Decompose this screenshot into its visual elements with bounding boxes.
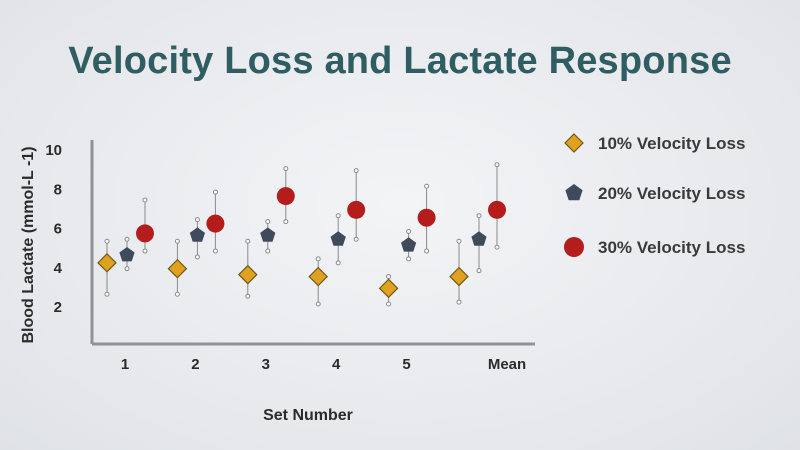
error-cap-high [283, 166, 289, 172]
x-tick-label: 5 [402, 356, 410, 373]
data-point-diamond [97, 252, 117, 273]
legend-label: 10% Velocity Loss [598, 134, 745, 153]
x-tick-label: 2 [191, 356, 199, 373]
legend-marker-diamond [564, 133, 584, 153]
error-cap-high [194, 217, 200, 223]
legend: 10% Velocity Loss 20% Velocity Loss 30% Ve… [564, 133, 745, 257]
error-cap-high [315, 256, 321, 262]
error-cap-high [406, 228, 412, 234]
data-point-pentagon [119, 247, 135, 262]
y-tick-label: 8 [54, 181, 62, 198]
data-point-circle [347, 200, 366, 219]
error-cap-low [124, 266, 130, 272]
data-point-circle [417, 208, 436, 227]
error-cap-high [476, 213, 482, 219]
error-cap-low [406, 256, 412, 262]
y-tick-label: 4 [54, 260, 63, 277]
error-cap-low [265, 248, 271, 254]
x-tick-labels: 1 2 3 4 5 Mean [121, 356, 526, 373]
data-point-circle [206, 214, 225, 233]
data-point-pentagon [401, 237, 417, 252]
error-cap-high [494, 162, 500, 168]
error-cap-high [174, 238, 180, 244]
y-tick-label: 2 [54, 299, 62, 316]
error-cap-low [335, 260, 341, 266]
y-tick-label: 6 [54, 221, 62, 238]
error-cap-low [494, 244, 500, 250]
data-point-diamond [308, 266, 329, 287]
error-cap-high [212, 189, 218, 195]
error-cap-high [424, 183, 430, 189]
legend-marker-pentagon [565, 184, 583, 201]
legend-item: 20% Velocity Loss [565, 184, 745, 203]
chart-axes [90, 140, 535, 346]
error-cap-high [456, 238, 462, 244]
error-cap-high [335, 213, 341, 219]
error-cap-low [315, 301, 321, 307]
error-cap-high [142, 197, 148, 203]
legend-marker-circle [564, 237, 584, 257]
error-cap-low [424, 248, 430, 254]
data-markers [97, 187, 506, 299]
error-cap-low [476, 268, 482, 274]
data-point-pentagon [471, 231, 487, 246]
error-cap-low [353, 236, 359, 242]
data-point-diamond [237, 264, 258, 285]
data-point-diamond [167, 258, 188, 279]
data-point-circle [136, 224, 154, 243]
error-cap-high [124, 236, 130, 242]
data-point-diamond [378, 278, 399, 299]
x-tick-label: 4 [332, 356, 341, 373]
data-point-circle [276, 187, 295, 206]
error-cap-low [104, 291, 110, 297]
x-tick-label: Mean [488, 356, 526, 373]
error-cap-low [212, 248, 218, 254]
legend-label: 20% Velocity Loss [598, 184, 745, 203]
x-tick-label: 3 [262, 356, 270, 373]
data-point-diamond [449, 266, 469, 287]
error-cap-low [456, 299, 462, 305]
error-cap-low [386, 301, 392, 307]
error-cap-low [283, 219, 289, 225]
y-tick-label: 10 [45, 142, 62, 159]
x-tick-label: 1 [121, 356, 129, 373]
error-cap-low [245, 293, 251, 299]
slide-title: Velocity Loss and Lactate Response [68, 40, 732, 82]
data-point-pentagon [189, 227, 205, 242]
data-point-circle [488, 200, 506, 219]
y-axis-title: Blood Lactate (mmol-L -1) [20, 146, 37, 343]
legend-item: 30% Velocity Loss [564, 237, 745, 257]
y-tick-labels: 2 4 6 8 10 [45, 142, 62, 316]
x-axis-title: Set Number [263, 407, 353, 424]
error-cap-high [265, 219, 271, 225]
error-cap-low [174, 291, 180, 297]
data-point-pentagon [330, 231, 346, 246]
error-cap-high [245, 238, 251, 244]
error-cap-high [104, 238, 110, 244]
error-cap-low [194, 254, 200, 260]
legend-item: 10% Velocity Loss [564, 133, 745, 153]
error-cap-high [353, 168, 359, 174]
legend-label: 30% Velocity Loss [598, 238, 745, 257]
error-cap-low [142, 248, 148, 254]
error-bars [104, 162, 500, 307]
data-point-pentagon [260, 227, 276, 242]
error-cap-high [386, 274, 392, 280]
